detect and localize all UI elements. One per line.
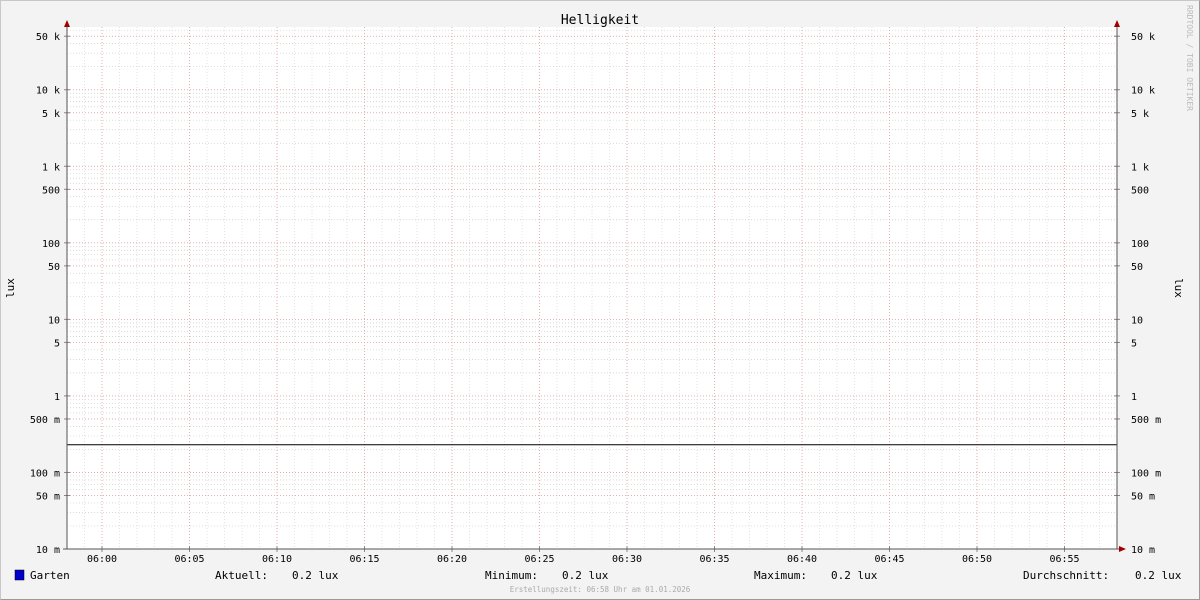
- legend-swatch: [14, 569, 25, 581]
- y-tick-label-left: 500 m: [30, 415, 60, 426]
- legend-avg-label: Durchschnitt:: [1023, 569, 1109, 582]
- y-tick-label-right: 1: [1131, 392, 1137, 403]
- legend-series-name: Garten: [30, 569, 70, 582]
- x-axis-arrow: [1119, 546, 1126, 552]
- legend-avg-value: 0.2 lux: [1135, 569, 1182, 582]
- x-tick-label: 06:20: [437, 554, 467, 565]
- x-tick-label: 06:55: [1049, 554, 1079, 565]
- chart-title: Helligkeit: [561, 13, 639, 28]
- y-tick-label-right: 500 m: [1131, 415, 1161, 426]
- y-tick-label-right: 50 m: [1131, 491, 1155, 502]
- x-tick-label: 06:35: [699, 554, 729, 565]
- y-tick-label-left: 10 k: [36, 86, 60, 97]
- y-tick-label-right: 5: [1131, 338, 1137, 349]
- legend-min-label: Minimum:: [485, 569, 538, 582]
- y-tick-label-left: 100 m: [30, 468, 60, 479]
- watermark: RRDTOOL / TOBI OETIKER: [1185, 5, 1194, 111]
- legend-current-value: 0.2 lux: [292, 569, 339, 582]
- legend-min-value: 0.2 lux: [562, 569, 609, 582]
- legend-max-label: Maximum:: [754, 569, 807, 582]
- y-tick-label-left: 5 k: [42, 109, 60, 120]
- legend-max-value: 0.2 lux: [831, 569, 878, 582]
- y-axis-label-left: lux: [4, 278, 17, 298]
- y-tick-label-left: 10 m: [36, 545, 60, 556]
- y-tick-label-left: 1: [54, 392, 60, 403]
- y-tick-label-right: 500: [1131, 185, 1149, 196]
- x-tick-label: 06:45: [874, 554, 904, 565]
- y-tick-label-left: 10: [48, 315, 60, 326]
- x-tick-label: 06:10: [262, 554, 292, 565]
- legend: Garten Aktuell: 0.2 lux Minimum: 0.2 lux…: [14, 569, 1182, 582]
- y-tick-label-right: 50: [1131, 262, 1143, 273]
- y-tick-label-right: 1 k: [1131, 162, 1149, 173]
- y-tick-label-right: 5 k: [1131, 109, 1149, 120]
- y-axis-label-right: lux: [1172, 278, 1185, 298]
- x-tick-label: 06:15: [349, 554, 379, 565]
- y-tick-label-left: 1 k: [42, 162, 60, 173]
- y-tick-label-right: 10 m: [1131, 545, 1155, 556]
- y-tick-label-left: 50: [48, 262, 60, 273]
- x-tick-label: 06:05: [174, 554, 204, 565]
- y-tick-label-left: 500: [42, 185, 60, 196]
- y-tick-label-right: 10: [1131, 315, 1143, 326]
- footer-timestamp: Erstellungszeit: 06:58 Uhr am 01.01.2026: [510, 585, 691, 594]
- legend-current-label: Aktuell:: [215, 569, 268, 582]
- y-tick-label-right: 10 k: [1131, 86, 1155, 97]
- y-tick-label-right: 100 m: [1131, 468, 1161, 479]
- y-tick-label-right: 50 k: [1131, 32, 1155, 43]
- x-tick-label: 06:00: [87, 554, 117, 565]
- x-tick-label: 06:30: [612, 554, 642, 565]
- y-tick-label-left: 50 m: [36, 491, 60, 502]
- y-tick-label-left: 50 k: [36, 32, 60, 43]
- x-tick-label: 06:25: [524, 554, 554, 565]
- y-tick-label-left: 100: [42, 239, 60, 250]
- y-tick-label-left: 5: [54, 338, 60, 349]
- x-tick-label: 06:40: [787, 554, 817, 565]
- y-axis-arrow-right: [1114, 20, 1120, 27]
- y-tick-label-right: 100: [1131, 239, 1149, 250]
- x-tick-label: 06:50: [962, 554, 992, 565]
- y-axis-arrow-left: [64, 20, 70, 27]
